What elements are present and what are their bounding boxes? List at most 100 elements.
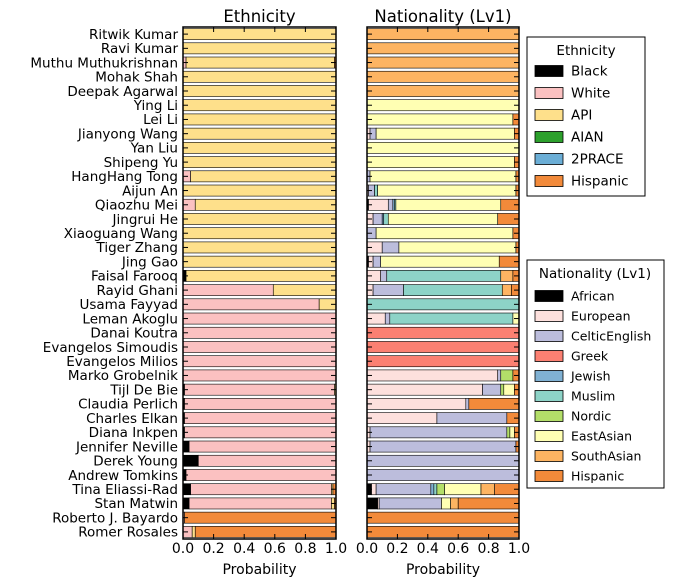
nationality-bar-rayid-ghani-southasian — [501, 284, 512, 296]
ethnicity-bar-deepak-agarwal-api — [182, 85, 337, 97]
ethnicity-bar-stan-matwin-white — [188, 497, 332, 510]
y-tick-label-marko-grobelnik: Marko Grobelnik — [68, 368, 178, 384]
y-tick-label-jingrui-he: Jingrui He — [112, 212, 178, 228]
nationality-bar-charles-elkan-european — [366, 412, 438, 424]
nationality-bar-leman-akoglu-muslim — [389, 312, 514, 325]
nationality-bar-tiger-zhang-eastasian — [398, 241, 517, 254]
y-tick-label-xiaoguang-wang: Xiaoguang Wang — [64, 226, 178, 242]
nationality-bar-andrew-tomkins-celticenglish — [366, 469, 520, 481]
y-tick-label-jianyong-wang: Jianyong Wang — [77, 126, 178, 142]
y-tick-label-faisal-farooq: Faisal Farooq — [91, 269, 178, 285]
ethnicity-bar-qiaozhu-mei-api — [194, 198, 337, 211]
nationality-bar-jennifer-neville-celticenglish — [369, 440, 517, 453]
nationality-bar-qiaozhu-mei-eastasian — [395, 198, 502, 211]
nationality-bar-diana-inkpen-celticenglish — [369, 426, 508, 439]
ethnicity-bar-faisal-farooq-api — [185, 270, 337, 282]
nationality-bar-faisal-farooq-southasian — [500, 270, 514, 282]
y-tick-label-danai-koutra: Danai Koutra — [90, 326, 178, 342]
nationality-bar-tina-eliassi-rad-celticenglish — [375, 483, 432, 496]
nationality-bar-ying-li-eastasian — [366, 99, 520, 112]
nationality-bar-roberto-j-bayardo-hispanic — [366, 511, 520, 524]
ethnicity-legend-swatch-black — [534, 65, 564, 77]
ethnicity-bar-jing-gao-api — [182, 255, 337, 268]
y-tick-label-jing-gao: Jing Gao — [121, 254, 178, 270]
nationality-bar-diana-inkpen-nordic — [506, 426, 511, 439]
y-tick-label-evangelos-milios: Evangelos Milios — [66, 354, 178, 370]
y-tick-label-evangelos-simoudis: Evangelos Simoudis — [43, 340, 178, 356]
nationality-bar-stan-matwin-celticenglish — [378, 497, 442, 510]
nationality-bar-aijun-an-muslim — [374, 184, 378, 197]
nationality-legend-label-hispanic: Hispanic — [571, 469, 624, 484]
y-tick-label-usama-fayyad: Usama Fayyad — [79, 297, 178, 313]
ethnicity-bar-jennifer-neville-white — [188, 440, 337, 453]
y-tick-label-qiaozhu-mei: Qiaozhu Mei — [95, 198, 178, 214]
nationality-legend-label-nordic: Nordic — [571, 409, 611, 424]
y-tick-label-claudia-perlich: Claudia Perlich — [78, 397, 178, 413]
nationality-legend: Nationality (Lv1) African European CelticE… — [526, 259, 665, 489]
nationality-legend-title: Nationality (Lv1) — [539, 266, 651, 282]
nationality-bar-tina-eliassi-rad-nordic — [436, 483, 445, 496]
nationality-legend-label-muslim: Muslim — [571, 389, 615, 404]
nationality-bar-tina-eliassi-rad-jewish — [430, 483, 435, 496]
ethnicity-bar-claudia-perlich-white — [184, 398, 337, 410]
nationality-bar-marko-grobelnik-european — [366, 369, 499, 382]
y-tick-label-tiger-zhang: Tiger Zhang — [95, 240, 178, 256]
nationality-bar-muthu-muthukrishnan-southasian — [366, 56, 520, 69]
nationality-bar-jingrui-he-celticenglish — [372, 213, 383, 225]
nationality-bar-tina-eliassi-rad-eastasian — [444, 483, 482, 496]
nationality-bar-danai-koutra-greek — [366, 326, 520, 339]
nationality-legend-swatch-jewish — [534, 370, 564, 382]
nationality-bar-jingrui-he-muslim — [383, 213, 389, 225]
y-tick-label-yan-liu: Yan Liu — [130, 141, 178, 157]
nationality-bar-tijl-de-bie-eastasian — [503, 383, 515, 396]
nationality-bar-faisal-farooq-celticenglish — [380, 270, 388, 282]
nationality-bar-charles-elkan-celticenglish — [436, 412, 508, 424]
nationality-legend-label-jewish: Jewish — [570, 369, 611, 384]
nationality-bar-faisal-farooq-muslim — [386, 270, 502, 282]
ethnicity-bar-shipeng-yu-api — [182, 156, 337, 168]
nationality-legend-label-european: European — [571, 309, 631, 324]
ethnicity-bar-ritwik-kumar-api — [182, 28, 337, 40]
nationality-legend-label-southasian: SouthAsian — [571, 449, 641, 464]
nationality-bar-xiaoguang-wang-eastasian — [375, 227, 514, 240]
nationality-bar-rayid-ghani-muslim — [403, 284, 503, 296]
ethnicity-bar-ravi-kumar-api — [182, 42, 337, 55]
nationality-legend-label-african: African — [571, 289, 615, 304]
y-tick-label-diana-inkpen: Diana Inkpen — [89, 425, 178, 441]
nationality-bar-tina-eliassi-rad-muslim — [433, 483, 438, 496]
y-tick-label-jennifer-neville: Jennifer Neville — [75, 439, 178, 455]
nationality-bar-aijun-an-eastasian — [377, 184, 517, 197]
nationality-legend-swatch-hispanic — [534, 470, 564, 482]
nationality-bar-qiaozhu-mei-celticenglish — [387, 198, 394, 211]
y-tick-label-ying-li: Ying Li — [133, 98, 178, 114]
nationality-legend-swatch-african — [534, 290, 564, 302]
ethnicity-legend-label-hispanic: Hispanic — [571, 174, 629, 190]
nationality-bar-jing-gao-celticenglish — [372, 255, 381, 268]
nationality-bar-tijl-de-bie-celticenglish — [482, 383, 502, 396]
nationality-legend-label-greek: Greek — [571, 349, 609, 364]
y-tick-label-derek-young: Derek Young — [93, 454, 178, 470]
nationality-x-tick-label: 0.4 — [417, 541, 439, 557]
ethnicity-bar-tiger-zhang-api — [182, 241, 337, 254]
nationality-legend-label-eastasian: EastAsian — [571, 429, 632, 444]
nationality-legend-swatch-european — [534, 310, 564, 322]
nationality-bars — [366, 28, 520, 538]
ethnicity-bar-andrew-tomkins-white — [185, 469, 337, 481]
nationality-legend-swatch-greek — [534, 350, 564, 362]
nationality-bar-evangelos-milios-greek — [366, 355, 520, 368]
ethnicity-legend-label-black: Black — [571, 64, 608, 80]
ethnicity-x-tick-label: 0.4 — [233, 541, 255, 557]
nationality-bar-claudia-perlich-celticenglish — [465, 398, 470, 410]
nationality-legend-swatch-eastasian — [534, 430, 564, 442]
ethnicity-bar-rayid-ghani-api — [272, 284, 337, 296]
nationality-bar-usama-fayyad-muslim — [366, 298, 520, 311]
ethnicity-bar-tina-eliassi-rad-white — [190, 483, 332, 496]
nationality-bar-ravi-kumar-southasian — [366, 42, 520, 55]
nationality-bar-deepak-agarwal-southasian — [366, 85, 520, 97]
nationality-bar-ritwik-kumar-southasian — [366, 28, 520, 40]
ethnicity-x-tick-label: 0.6 — [264, 541, 286, 557]
ethnicity-bar-leman-akoglu-white — [182, 312, 337, 325]
